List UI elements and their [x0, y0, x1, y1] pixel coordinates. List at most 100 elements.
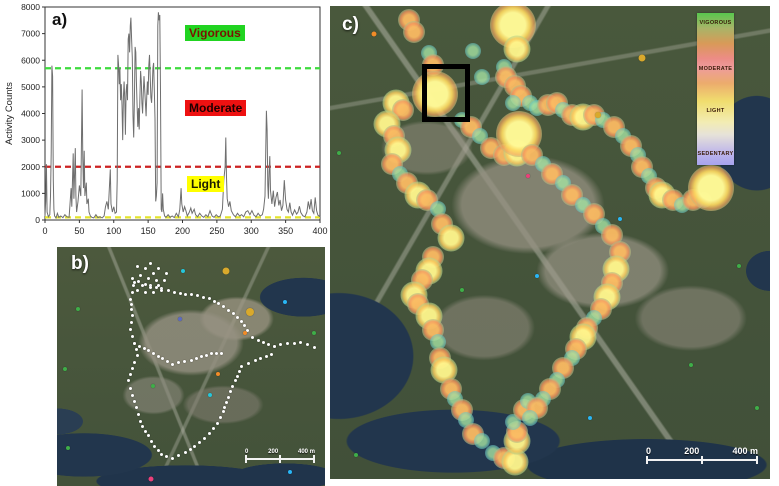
panel-a-label: a) [52, 10, 68, 29]
x-tick-label: 150 [141, 226, 156, 236]
map-poi-marker [737, 264, 742, 269]
map-poi-marker [534, 273, 539, 278]
map-poi-marker [754, 406, 759, 411]
map-poi-marker [180, 268, 185, 273]
gps-dot [236, 316, 240, 319]
gps-dot [138, 419, 142, 423]
gps-dot [170, 457, 174, 460]
map-poi-marker [178, 316, 183, 321]
scale-c-mid: 200 [684, 446, 700, 456]
gps-dot [232, 312, 236, 316]
gps-dot [306, 343, 310, 347]
heat-blob-light [503, 35, 531, 63]
gps-dot [251, 336, 255, 340]
gps-dot [141, 424, 145, 428]
gps-dot [269, 353, 273, 357]
gps-dot [243, 324, 247, 328]
gps-dot [177, 454, 181, 458]
gps-dot [156, 354, 160, 358]
gps-dot [128, 386, 132, 390]
y-axis-label: Activity Counts [4, 82, 15, 145]
map-poi-marker [63, 366, 68, 371]
gps-dot [259, 357, 263, 361]
gps-dot [157, 283, 161, 287]
gps-dot [231, 384, 235, 388]
legend-vigorous-label: VIGOROUS [699, 20, 732, 26]
gps-dot [197, 441, 201, 445]
legend-sedentary-label: SEDENTARY [697, 151, 734, 157]
map-poi-marker [312, 331, 317, 336]
gps-dot [143, 429, 147, 433]
x-tick-label: 300 [244, 226, 259, 236]
gps-dot [166, 359, 170, 363]
gps-dot [157, 267, 161, 270]
gps-dot [160, 288, 164, 292]
moderate-zone-label: Moderate [185, 100, 247, 116]
map-poi-marker [222, 267, 230, 275]
map-poi-marker [76, 307, 81, 312]
gps-dot [212, 427, 216, 431]
gps-dot [225, 400, 229, 404]
gps-dot [146, 276, 150, 280]
map-poi-marker [336, 150, 341, 155]
gps-dot [299, 341, 303, 345]
gps-dot [149, 262, 153, 266]
gps-dot [149, 286, 153, 290]
gps-dot [261, 341, 265, 345]
gps-dot [214, 351, 218, 355]
map-poi-marker [354, 453, 359, 458]
gps-dot [312, 345, 316, 349]
gps-dot [136, 412, 140, 416]
gps-dot [166, 289, 170, 293]
gps-dot [130, 308, 134, 312]
gps-dot [160, 453, 164, 457]
gps-dot [165, 455, 169, 459]
x-tick-label: 50 [74, 226, 84, 236]
series-activity-counts [44, 12, 321, 219]
gps-dot [130, 276, 134, 280]
gps-dot [176, 361, 180, 365]
y-tick-label: 3000 [21, 135, 40, 145]
gps-dot [240, 319, 244, 323]
gps-dot [208, 296, 212, 300]
scale-c-start: 0 [646, 446, 652, 456]
panel-b-gps-track-map: b) 0 200 400 m [57, 247, 325, 486]
heat-blob-low [465, 42, 481, 59]
panel-b-label: b) [71, 253, 89, 274]
gps-dot [173, 290, 177, 294]
panel-a-activity-chart: 0 50 100 150 200 250 300 350 400 0 1000 2000 3000 400… [0, 0, 332, 245]
y-tick-label: 6000 [21, 55, 40, 65]
map-poi-marker [245, 307, 254, 316]
heat-blob-light [437, 224, 465, 252]
gps-dot [156, 449, 160, 453]
x-tick-label: 200 [175, 226, 190, 236]
gps-dot [129, 320, 133, 324]
gps-dot [130, 393, 134, 397]
y-tick-label: 8000 [21, 2, 40, 12]
gps-dot [221, 410, 225, 414]
gps-dot [184, 451, 188, 455]
x-tick-label: 0 [42, 226, 47, 236]
gps-dot [126, 379, 130, 383]
gps-dot [202, 436, 206, 440]
gps-dot [220, 351, 224, 355]
gps-dot [143, 267, 147, 270]
map-poi-marker [371, 31, 377, 37]
heat-blob-low [473, 68, 490, 85]
gps-dot [183, 360, 187, 364]
heat-blob-low [473, 433, 490, 450]
map-poi-marker [460, 287, 464, 292]
gps-dot [233, 379, 237, 383]
map-poi-marker [215, 371, 220, 376]
gps-dot [154, 278, 158, 282]
gps-dot [264, 355, 268, 359]
gps-dot [227, 308, 231, 312]
gps-dot [142, 347, 146, 351]
gps-dot [188, 447, 192, 451]
gps-dot [133, 342, 137, 346]
gps-dot [132, 399, 136, 403]
gps-dot [292, 341, 296, 345]
gps-dot [129, 298, 133, 302]
gps-dot [153, 445, 157, 449]
